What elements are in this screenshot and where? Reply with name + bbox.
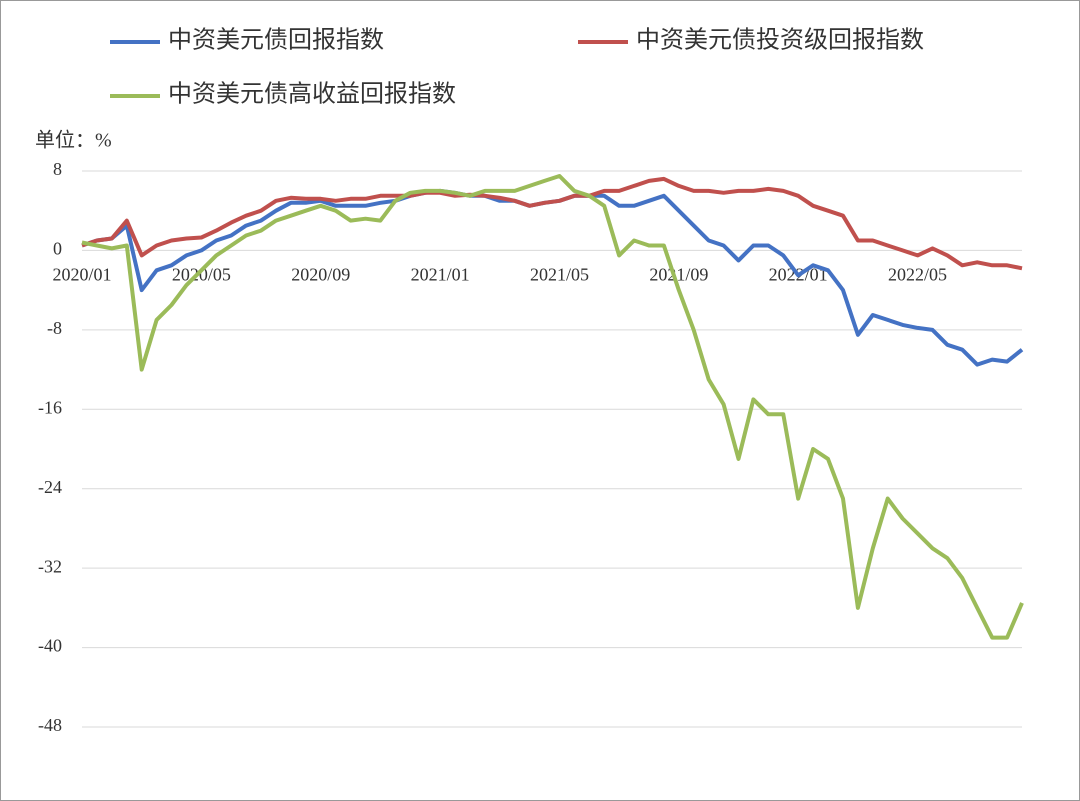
x-tick-label: 2020/09 <box>291 265 350 285</box>
y-tick-label: -40 <box>38 636 62 656</box>
y-tick-label: -48 <box>38 715 62 735</box>
x-tick-label: 2021/09 <box>649 265 708 285</box>
y-tick-label: 8 <box>53 159 62 179</box>
legend-label: 中资美元债投资级回报指数 <box>636 27 924 54</box>
unit-label: 单位：% <box>35 129 112 152</box>
x-tick-label: 2022/05 <box>888 265 947 285</box>
y-tick-label: -16 <box>38 397 62 417</box>
legend-label: 中资美元债高收益回报指数 <box>168 81 456 108</box>
y-tick-label: -32 <box>38 556 62 576</box>
x-tick-label: 2021/05 <box>530 265 589 285</box>
series-line <box>81 176 1023 271</box>
x-tick-label: 2020/01 <box>52 265 111 285</box>
y-tick-label: 0 <box>53 239 62 259</box>
y-tick-label: -8 <box>47 318 62 338</box>
x-tick-label: 2021/01 <box>411 265 470 285</box>
y-tick-label: -24 <box>38 477 62 497</box>
legend-label: 中资美元债回报指数 <box>168 27 384 54</box>
series-line <box>81 174 1024 640</box>
x-tick-label: 2020/05 <box>172 265 231 285</box>
